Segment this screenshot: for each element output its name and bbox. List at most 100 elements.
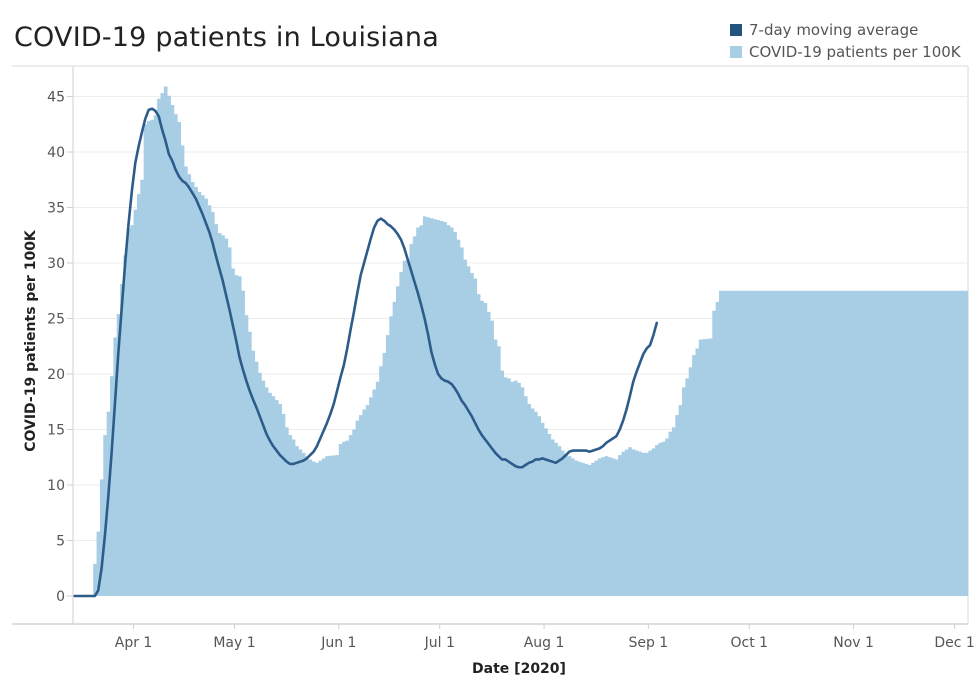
patients-bar: [799, 290, 804, 596]
patients-bar: [570, 458, 575, 596]
patients-bar: [247, 331, 252, 596]
patients-bar: [597, 458, 602, 596]
patients-bar: [779, 290, 784, 596]
patients-bar: [244, 315, 249, 596]
patients-bar: [914, 290, 918, 596]
y-tick-label: 0: [56, 589, 65, 605]
patients-bar: [776, 290, 780, 596]
x-tick-label: May 1: [213, 635, 255, 651]
patients-bar: [352, 429, 356, 596]
patients-bar: [103, 435, 107, 596]
patients-bar: [221, 235, 225, 596]
patients-bar: [116, 314, 121, 596]
patients-bar: [581, 462, 585, 596]
patients-bar: [550, 439, 555, 596]
patients-bar: [769, 290, 774, 596]
moving-average-line-layer: [73, 107, 659, 598]
patients-bar: [830, 290, 834, 596]
patients-bar: [288, 435, 293, 596]
patients-bar: [793, 290, 797, 596]
patients-bar: [281, 413, 286, 596]
patients-bar: [271, 396, 276, 596]
patients-bar: [153, 115, 158, 597]
patients-bar: [957, 290, 962, 596]
patients-bar: [651, 448, 656, 596]
patients-bar: [130, 225, 134, 596]
legend-label-moving-average: 7-day moving average: [749, 21, 919, 39]
patients-bar: [463, 259, 468, 596]
patients-bar: [907, 290, 912, 596]
patients-bar: [375, 381, 380, 596]
patients-bar: [177, 122, 182, 596]
patients-bar: [150, 119, 155, 596]
patients-bar: [870, 290, 875, 596]
patients-bar: [840, 290, 844, 596]
legend-item-moving-average[interactable]: 7-day moving average: [730, 19, 961, 41]
patients-bar: [544, 428, 548, 596]
patients-bar: [278, 403, 282, 596]
patients-bar: [473, 278, 478, 596]
patients-bar: [483, 302, 488, 596]
patients-bar: [234, 275, 239, 596]
patients-bar: [325, 456, 330, 596]
patients-bar: [480, 300, 484, 596]
patients-bar: [900, 290, 905, 596]
patients-bar: [735, 290, 740, 596]
patients-bar: [99, 479, 104, 596]
patients-bar: [809, 290, 814, 596]
patients-bar: [937, 290, 942, 596]
patients-bar: [348, 435, 353, 596]
y-tick-label: 30: [47, 256, 65, 272]
patients-bar: [594, 460, 599, 596]
patients-bar: [749, 290, 754, 596]
y-tick-label: 45: [47, 90, 65, 106]
y-tick-label: 5: [56, 534, 65, 550]
patients-bar: [877, 290, 881, 596]
patients-bar: [200, 195, 205, 597]
patients-bar: [665, 438, 669, 596]
patients-bar: [715, 301, 720, 596]
patients-bar: [231, 268, 235, 596]
patients-bar: [342, 441, 346, 596]
patients-bar: [772, 290, 777, 596]
patients-bar: [796, 290, 801, 596]
patients-bar: [237, 276, 242, 596]
patients-bar: [806, 290, 811, 596]
patients-bar: [96, 531, 101, 596]
patients-bar: [308, 459, 313, 596]
patients-bar: [382, 352, 387, 596]
patients-bar: [523, 396, 528, 596]
patients-bar: [113, 337, 118, 596]
y-axis-title: COVID-19 patients per 100K: [23, 229, 39, 452]
patients-bar: [688, 367, 693, 596]
x-axis-title: Date [2020]: [472, 661, 566, 677]
patients-bar: [964, 290, 969, 596]
patients-bar: [187, 174, 192, 596]
moving-average-line: [73, 107, 659, 598]
patients-bar: [426, 217, 430, 596]
patients-bar: [311, 461, 316, 596]
patients-bar: [389, 316, 393, 596]
patients-bar: [503, 377, 508, 596]
chart-legend: 7-day moving average COVID-19 patients p…: [730, 19, 961, 63]
patients-bar: [897, 290, 902, 596]
patients-bar: [204, 198, 208, 596]
patients-bar: [241, 290, 245, 596]
patients-bar: [675, 415, 679, 596]
patients-bar: [917, 290, 922, 596]
patients-bar: [217, 233, 222, 596]
patients-bar: [641, 452, 646, 596]
patients-bar: [123, 255, 128, 597]
patients-bar: [742, 290, 747, 596]
patients-bar: [819, 290, 824, 596]
patients-bar: [692, 355, 696, 596]
patients-bar: [954, 290, 959, 596]
patients-bar: [416, 227, 420, 597]
patients-bar: [655, 445, 659, 596]
patients-bar: [268, 392, 272, 596]
legend-item-patients[interactable]: COVID-19 patients per 100K: [730, 41, 961, 63]
patients-bar: [883, 290, 888, 596]
patients-bar: [846, 290, 851, 596]
patients-bar: [947, 290, 952, 596]
patients-bar: [513, 380, 518, 596]
